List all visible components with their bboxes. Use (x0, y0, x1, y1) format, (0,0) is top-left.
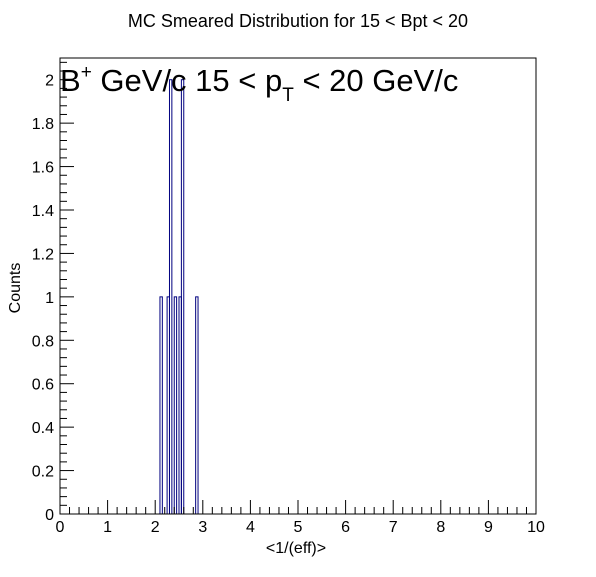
y-tick-label: 1.6 (32, 160, 54, 177)
x-tick-label: 3 (198, 519, 207, 536)
x-tick-label: 8 (436, 519, 445, 536)
x-tick-label: 10 (527, 519, 545, 536)
annotation-mid: GeV/c 15 < p (92, 63, 282, 98)
y-tick-label: 0.2 (32, 464, 54, 481)
y-tick-label: 0.4 (32, 420, 54, 437)
y-tick-label: 2 (45, 73, 54, 90)
x-tick-label: 2 (151, 519, 160, 536)
x-tick-label: 1 (103, 519, 112, 536)
x-tick-label: 0 (56, 519, 65, 536)
y-tick-label: 0.8 (32, 333, 54, 350)
x-axis-label: <1/(eff)> (266, 540, 326, 557)
x-tick-label: 9 (484, 519, 493, 536)
x-tick-label: 7 (389, 519, 398, 536)
annotation-sub: T (282, 85, 294, 106)
y-tick-label: 1.8 (32, 116, 54, 133)
chart-title: MC Smeared Distribution for 15 < Bpt < 2… (128, 11, 468, 31)
x-tick-label: 4 (246, 519, 255, 536)
annotation-sup: + (81, 62, 92, 83)
y-tick-label: 1.4 (32, 203, 54, 220)
y-axis-label: Counts (7, 263, 24, 314)
y-tick-label: 1 (45, 290, 54, 307)
y-tick-label: 0 (45, 507, 54, 524)
y-tick-label: 0.6 (32, 377, 54, 394)
x-tick-label: 6 (341, 519, 350, 536)
annotation-tail: < 20 GeV/c (294, 63, 459, 98)
y-tick-label: 1.2 (32, 246, 54, 263)
annotation-base: B (60, 63, 81, 98)
x-tick-label: 5 (294, 519, 303, 536)
